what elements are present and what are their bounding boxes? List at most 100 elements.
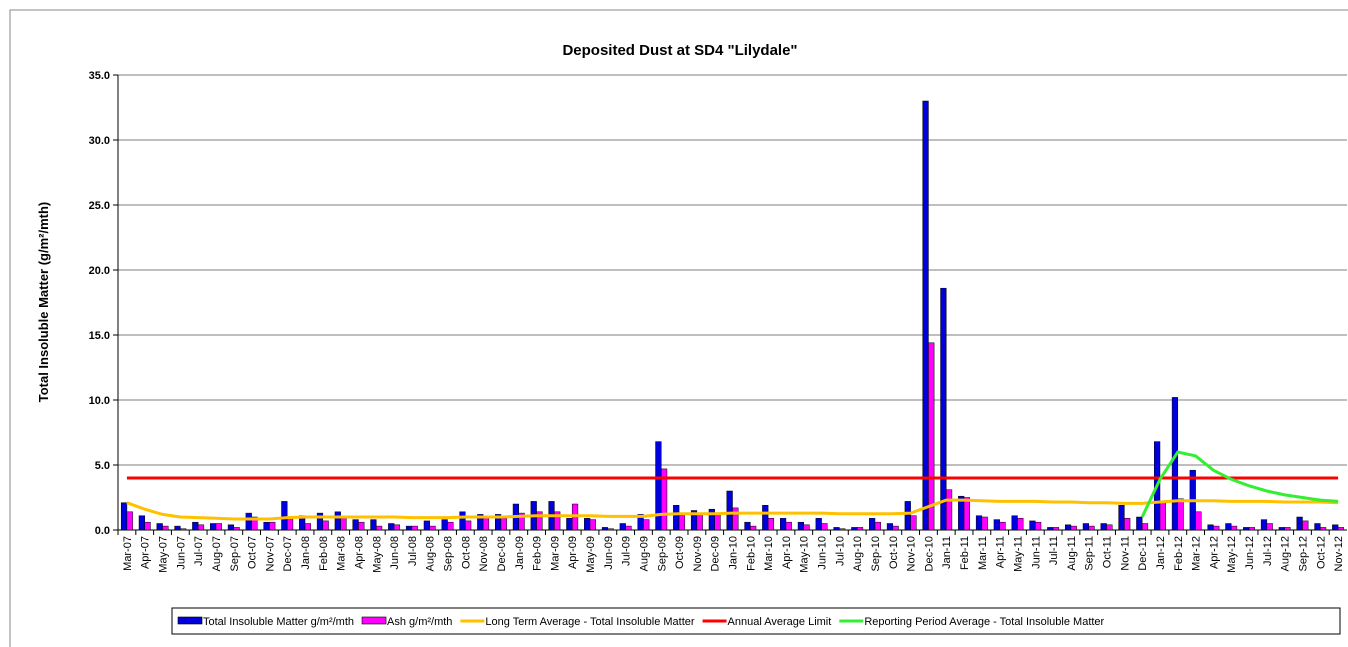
x-tick-label: Mar-11 [977,536,989,570]
bar [673,505,680,531]
bar [1088,525,1095,531]
bar [251,516,258,531]
x-tick-label: Apr-07 [140,536,152,569]
bar [269,521,276,531]
bar [1320,527,1327,531]
x-tick-label: Jul-09 [621,536,633,566]
x-tick-label: Sep-07 [229,536,241,571]
x-tick-label: Mar-09 [549,536,561,571]
x-tick-label: Jul-12 [1262,536,1274,566]
bar [815,518,822,531]
bar [120,502,128,531]
x-tick-label: Aug-10 [852,536,864,571]
x-tick-label: Aug-08 [425,536,437,571]
bar [180,528,187,531]
legend-label: Long Term Average - Total Insoluble Matt… [485,616,694,628]
bar [459,511,466,531]
bar [1011,515,1018,531]
bar [405,525,413,531]
x-tick-label: Aug-12 [1280,536,1292,571]
bar [500,518,507,531]
bar [892,525,899,531]
x-tick-label: Sep-10 [870,536,882,571]
bar [429,525,436,531]
x-tick-label: May-10 [799,536,811,573]
bar [1118,505,1125,531]
bar [607,528,614,531]
y-tick-label: 30.0 [89,135,110,147]
bar [1266,523,1273,531]
y-axis-label: Total Insoluble Matter (g/m²/mth) [36,202,51,403]
x-tick-label: Jan-09 [514,536,526,570]
bar [233,527,240,531]
bar [286,518,294,531]
x-tick-label: Apr-11 [995,536,1007,568]
x-tick-label: Aug-11 [1066,536,1078,571]
x-tick-label: May-11 [1012,536,1024,572]
x-tick-label: Nov-12 [1333,536,1345,571]
x-tick-label: Oct-07 [247,536,259,569]
bar [874,521,881,531]
bar [945,489,953,531]
bar [126,511,133,531]
x-tick-label: Oct-09 [674,536,686,569]
bar [197,524,205,531]
legend-label: Ash g/m²/mth [387,616,452,628]
bar [797,521,804,531]
x-tick-label: Nov-11 [1119,536,1131,571]
bar [1195,511,1202,531]
y-tick-label: 10.0 [89,395,110,407]
bar [518,512,525,531]
y-tick-label: 35.0 [89,70,110,82]
bar [619,523,626,531]
bar [869,518,876,531]
bar [886,523,894,531]
bar [963,497,971,531]
bar [1314,523,1321,531]
bar [821,523,828,531]
bar [762,505,769,531]
bar [1296,516,1303,531]
x-tick-label: Aug-09 [638,536,650,571]
y-tick-label: 0.0 [95,525,110,537]
x-tick-label: Oct-12 [1315,536,1327,569]
x-tick-label: Nov-09 [692,536,704,571]
bar [536,511,543,531]
bar [566,518,573,531]
x-tick-label: May-08 [371,536,383,573]
bar [1260,519,1268,531]
bar [156,523,163,531]
bar [1100,523,1107,531]
y-tick-label: 15.0 [89,330,110,342]
x-tick-label: Mar-10 [763,536,775,571]
legend-swatch [177,616,203,625]
x-tick-label: Apr-10 [781,536,793,569]
x-tick-label: Apr-09 [567,536,579,569]
x-tick-label: Jan-11 [941,536,953,569]
bar [210,523,217,531]
x-tick-label: Jun-11 [1030,536,1042,569]
bar [281,501,288,531]
x-tick-label: Aug-07 [211,536,223,571]
bar [215,523,222,531]
x-tick-label: Dec-08 [496,536,508,571]
bar [1064,524,1072,531]
plot-area [118,75,1347,530]
bar [856,527,864,531]
bar [1106,524,1113,531]
legend-label: Reporting Period Average - Total Insolub… [864,616,1104,628]
x-tick-label: Apr-08 [353,536,365,569]
bar [352,519,359,531]
legend-label: Total Insoluble Matter g/m²/mth [203,616,354,628]
bar [1243,527,1250,531]
bar [732,507,739,531]
x-tick-label: Oct-10 [888,536,900,569]
bar [441,519,448,531]
bar [678,515,686,531]
bar [447,521,454,531]
bar [304,523,311,531]
bar [1230,525,1238,531]
bar [174,525,181,531]
bar [999,521,1006,531]
bar [1332,524,1339,531]
